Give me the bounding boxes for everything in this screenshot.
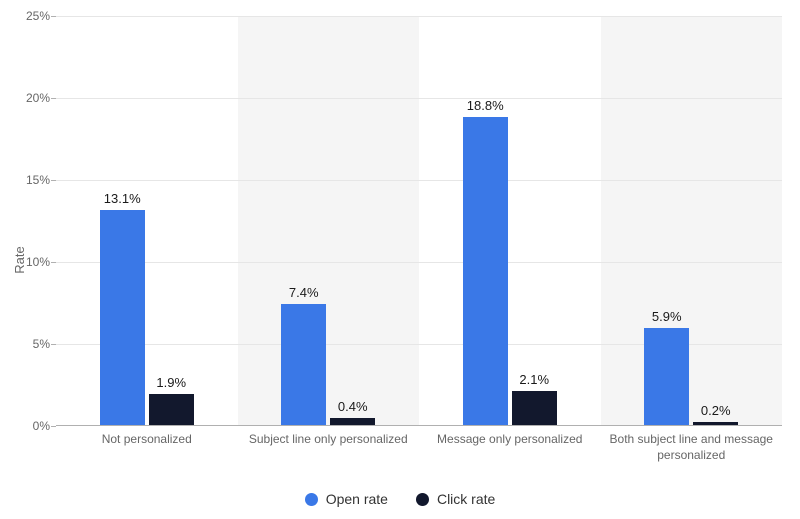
bar-value-label: 18.8% bbox=[467, 98, 504, 113]
y-tick-label: 15% bbox=[12, 173, 50, 187]
x-category-label: Message only personalized bbox=[419, 432, 601, 448]
y-tick-mark bbox=[51, 262, 56, 263]
y-tick-mark bbox=[51, 16, 56, 17]
bar bbox=[149, 394, 194, 425]
bar-value-label: 0.2% bbox=[701, 403, 731, 418]
plot-band bbox=[601, 16, 783, 425]
legend-swatch bbox=[305, 493, 318, 506]
y-tick-mark bbox=[51, 180, 56, 181]
bar bbox=[644, 328, 689, 425]
bar bbox=[693, 422, 738, 425]
x-category-label: Both subject line and message personaliz… bbox=[601, 432, 783, 463]
legend-swatch bbox=[416, 493, 429, 506]
legend-item: Open rate bbox=[305, 491, 388, 507]
gridline bbox=[56, 262, 782, 263]
bar bbox=[100, 210, 145, 425]
x-category-label: Subject line only personalized bbox=[238, 432, 420, 448]
y-tick-label: 20% bbox=[12, 91, 50, 105]
y-tick-label: 0% bbox=[12, 419, 50, 433]
bar bbox=[330, 418, 375, 425]
bar bbox=[281, 304, 326, 425]
bar bbox=[463, 117, 508, 425]
bar-value-label: 5.9% bbox=[652, 309, 682, 324]
legend-label: Open rate bbox=[326, 491, 388, 507]
legend: Open rate Click rate bbox=[0, 491, 800, 507]
bar-value-label: 1.9% bbox=[156, 375, 186, 390]
bar-value-label: 7.4% bbox=[289, 285, 319, 300]
legend-label: Click rate bbox=[437, 491, 495, 507]
y-tick-label: 5% bbox=[12, 337, 50, 351]
plot-area: 0%5%10%15%20%25%13.1%1.9%7.4%0.4%18.8%2.… bbox=[56, 16, 782, 426]
y-tick-mark bbox=[51, 344, 56, 345]
gridline bbox=[56, 180, 782, 181]
y-tick-label: 10% bbox=[12, 255, 50, 269]
y-tick-mark bbox=[51, 426, 56, 427]
x-category-label: Not personalized bbox=[56, 432, 238, 448]
rate-bar-chart: Rate 0%5%10%15%20%25%13.1%1.9%7.4%0.4%18… bbox=[0, 0, 800, 519]
bar-value-label: 0.4% bbox=[338, 399, 368, 414]
bar-value-label: 2.1% bbox=[519, 372, 549, 387]
gridline bbox=[56, 98, 782, 99]
gridline bbox=[56, 16, 782, 17]
bar-value-label: 13.1% bbox=[104, 191, 141, 206]
plot-band bbox=[238, 16, 420, 425]
bar bbox=[512, 391, 557, 425]
legend-item: Click rate bbox=[416, 491, 495, 507]
y-tick-mark bbox=[51, 98, 56, 99]
y-tick-label: 25% bbox=[12, 9, 50, 23]
